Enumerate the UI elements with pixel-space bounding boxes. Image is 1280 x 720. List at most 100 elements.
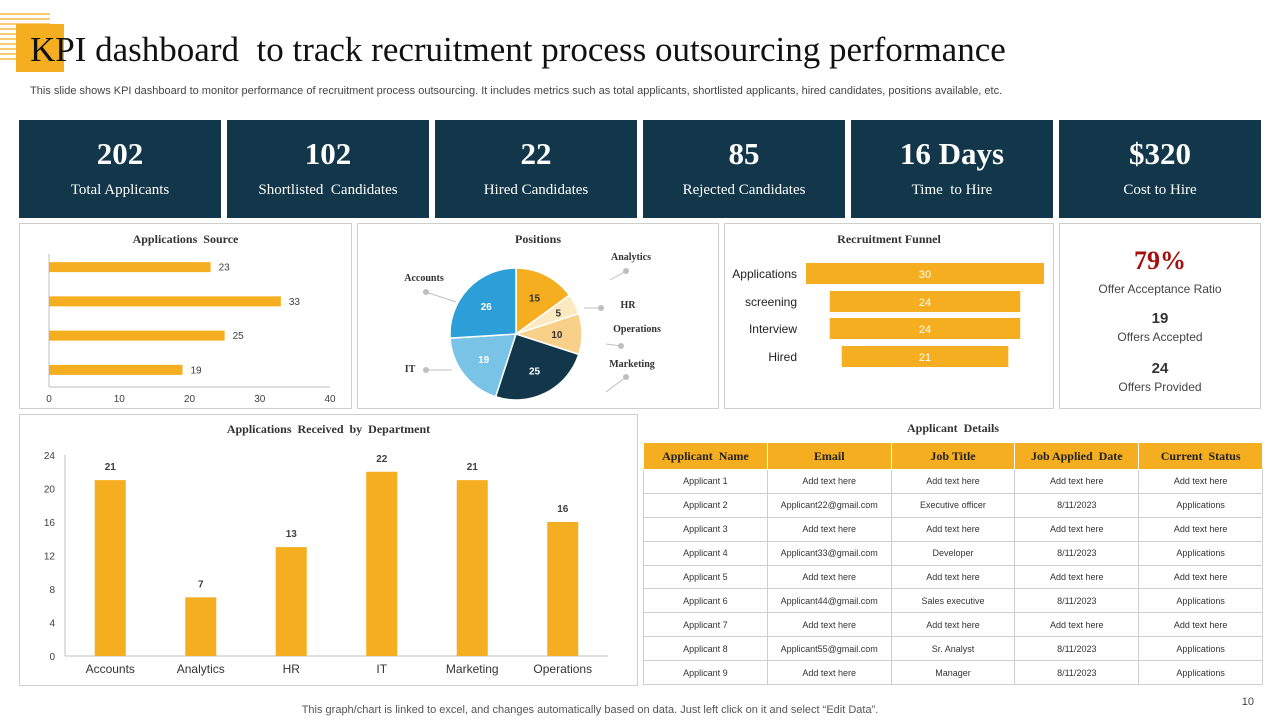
applications-source-panel: Applications Source 23 33 25 19 0 10 20 30 40 bbox=[19, 223, 352, 409]
bar bbox=[49, 364, 183, 375]
slice-value-label: 25 bbox=[529, 366, 541, 377]
column-header: Email bbox=[766, 442, 892, 470]
applicant-details-table: Applicant Name Email Job Title Job Appli… bbox=[643, 442, 1263, 686]
x-tick-label: 30 bbox=[254, 394, 266, 405]
y-tick-label: 12 bbox=[44, 552, 56, 563]
table-cell: Applications bbox=[1138, 588, 1263, 614]
bar-value-label: 16 bbox=[557, 504, 569, 515]
kpi-label: Rejected Candidates bbox=[682, 182, 806, 198]
table-cell: Add text here bbox=[890, 469, 1016, 494]
bar bbox=[185, 597, 217, 656]
leader-dot bbox=[623, 268, 629, 274]
leader-line bbox=[425, 291, 457, 303]
kpi-label: Hired Candidates bbox=[483, 182, 589, 198]
table-cell: Applicant 6 bbox=[643, 588, 768, 614]
chart-title: Applications Source bbox=[132, 232, 239, 246]
bar-value-label: 25 bbox=[233, 331, 245, 342]
page-number: 10 bbox=[1241, 696, 1254, 708]
pie-slice bbox=[494, 333, 580, 401]
slice-category-label: Analytics bbox=[611, 252, 651, 263]
table-cell: Manager bbox=[890, 660, 1016, 686]
table-cell: Applicant33@gmail.com bbox=[766, 540, 892, 566]
x-tick-label: 40 bbox=[324, 394, 336, 405]
kpi-label: Time to Hire bbox=[911, 182, 993, 198]
table-cell: Executive officer bbox=[890, 492, 1016, 518]
table-cell: Add text here bbox=[766, 612, 892, 638]
chart-title: Applications Received by Department bbox=[226, 422, 431, 436]
applications-source-chart: 23 33 25 19 0 10 20 30 40 bbox=[46, 254, 336, 405]
table-cell: 8/11/2023 bbox=[1014, 492, 1140, 518]
page-title: KPI dashboard to track recruitment proce… bbox=[30, 30, 1006, 69]
bar-value-label: 21 bbox=[105, 462, 117, 473]
table-row: Applicant 8 Applicant55@gmail.com Sr. Anal… bbox=[643, 636, 1263, 662]
department-bar-chart: 0 4 8 12 16 20 24 21 Accounts 7 Analytics 13 HR 22 IT 2… bbox=[44, 451, 608, 676]
bar bbox=[49, 262, 211, 273]
table-cell: Applications bbox=[1138, 636, 1263, 662]
leader-line bbox=[605, 376, 627, 393]
pie-slice bbox=[449, 333, 518, 398]
kpi-card-time-to-hire: 16 Days Time to Hire bbox=[851, 120, 1053, 218]
table-cell: Applicant 2 bbox=[643, 492, 768, 518]
funnel-bar bbox=[841, 346, 1009, 367]
kpi-value: 22 bbox=[520, 136, 552, 171]
table-row: Applicant 4 Applicant33@gmail.com Develope… bbox=[643, 540, 1263, 566]
x-tick-label: 10 bbox=[114, 394, 126, 405]
bar-value-label: 22 bbox=[376, 454, 388, 465]
table-cell: 8/11/2023 bbox=[1014, 540, 1140, 566]
table-row: Applicant 7 Add text here Add text here Add… bbox=[643, 612, 1263, 638]
table-cell: 8/11/2023 bbox=[1014, 588, 1140, 614]
table-cell: Add text here bbox=[890, 564, 1016, 590]
funnel-category-label: Hired bbox=[768, 350, 797, 364]
table-cell: Applicant55@gmail.com bbox=[766, 636, 892, 662]
table-cell: Applications bbox=[1138, 660, 1263, 686]
leader-dot bbox=[598, 305, 604, 311]
slice-category-label: Operations bbox=[613, 324, 661, 335]
table-header-row: Applicant Name Email Job Title Job Appli… bbox=[643, 442, 1263, 470]
kpi-label: Shortlisted Candidates bbox=[258, 182, 398, 198]
table-cell: Add text here bbox=[1014, 564, 1140, 590]
table-cell: Applicant 3 bbox=[643, 516, 768, 542]
chart-title: Recruitment Funnel bbox=[837, 232, 941, 246]
bar-value-label: 33 bbox=[289, 297, 301, 308]
slice-category-label: Marketing bbox=[609, 359, 655, 370]
table-row: Applicant 9 Add text here Manager 8/11/2023… bbox=[643, 660, 1263, 686]
funnel-category-label: Interview bbox=[749, 322, 797, 336]
table-cell: Add text here bbox=[766, 516, 892, 542]
y-tick-label: 20 bbox=[44, 485, 56, 496]
bar bbox=[94, 480, 126, 656]
x-tick-label: 20 bbox=[184, 394, 196, 405]
offers-provided-value: 24 bbox=[1151, 360, 1169, 377]
table-row: Applicant 5 Add text here Add text here Add… bbox=[643, 564, 1263, 590]
bar bbox=[547, 522, 579, 656]
pie-slice bbox=[515, 267, 571, 336]
table-cell: Add text here bbox=[1138, 612, 1263, 638]
table-cell: Applicant 5 bbox=[643, 564, 768, 590]
slice-value-label: 5 bbox=[556, 308, 562, 319]
slice-category-label: Accounts bbox=[404, 273, 444, 284]
table-cell: Add text here bbox=[766, 660, 892, 686]
kpi-value: 16 Days bbox=[899, 136, 1005, 171]
funnel-value-label: 21 bbox=[919, 352, 931, 364]
bar-value-label: 19 bbox=[190, 365, 202, 376]
funnel-bar bbox=[806, 263, 1044, 284]
funnel-bar bbox=[829, 318, 1021, 339]
kpi-card-shortlisted: 102 Shortlisted Candidates bbox=[227, 120, 429, 218]
table-cell: 8/11/2023 bbox=[1014, 636, 1140, 662]
kpi-label: Total Applicants bbox=[70, 182, 170, 198]
footer-note-text: This graph/chart is linked to excel, and… bbox=[301, 704, 879, 716]
table-cell: Add text here bbox=[766, 469, 892, 494]
table-cell: Developer bbox=[890, 540, 1016, 566]
funnel-category-label: Applications bbox=[732, 267, 797, 281]
positions-panel: Positions 15 5 10 25 19 26 Analytics HR Operatio… bbox=[357, 223, 719, 409]
leader-line bbox=[609, 270, 627, 281]
y-tick-label: 16 bbox=[44, 518, 56, 529]
decorative-square bbox=[16, 24, 64, 72]
bar-value-label: 23 bbox=[219, 263, 231, 274]
table-cell: Applicant 8 bbox=[643, 636, 768, 662]
x-category-label: Marketing bbox=[446, 662, 499, 676]
kpi-card-rejected: 85 Rejected Candidates bbox=[643, 120, 845, 218]
slice-value-label: 15 bbox=[529, 294, 541, 305]
recruitment-funnel-chart: 30 Applications 24 screening 24 Interview 21 Hi… bbox=[732, 263, 1044, 367]
offers-provided-label: Offers Provided bbox=[1118, 380, 1202, 394]
table-cell: Applicant 7 bbox=[643, 612, 768, 638]
